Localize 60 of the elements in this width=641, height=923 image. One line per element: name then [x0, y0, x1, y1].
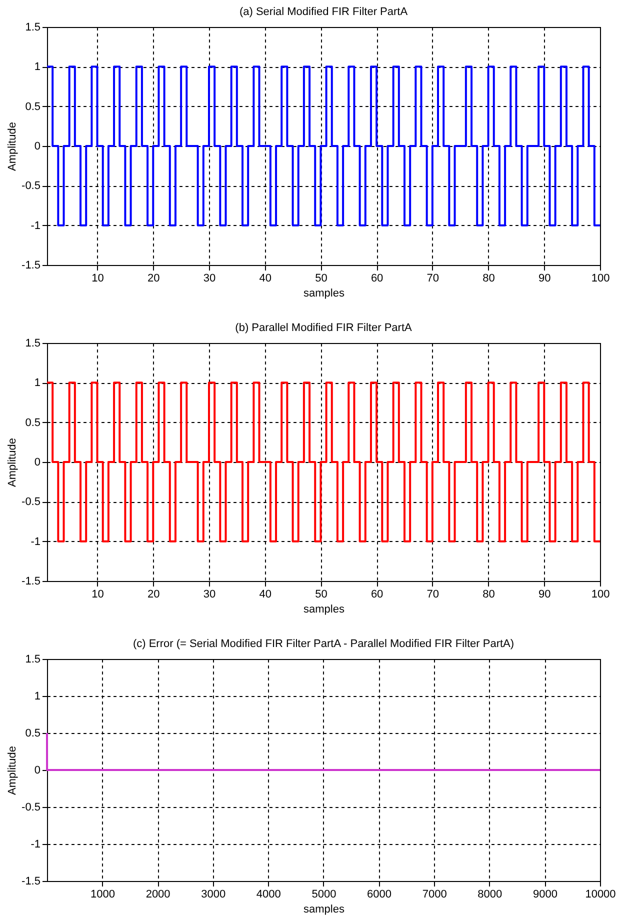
y-tick-label: 0	[34, 764, 40, 776]
y-axis-title: Amplitude	[6, 438, 19, 487]
chart-title: (a) Serial Modified FIR Filter PartA	[239, 6, 408, 18]
x-tick-label: 10	[92, 272, 104, 284]
x-tick-label: 7000	[422, 888, 447, 900]
y-tick-label: 0	[34, 140, 40, 152]
y-tick-label: 0	[34, 456, 40, 468]
y-tick-label: -1.5	[22, 260, 40, 272]
y-tick-label: 1.5	[25, 338, 40, 350]
x-tick-label: 60	[370, 588, 384, 600]
x-tick-label: 9000	[532, 888, 558, 900]
chart-title: (c) Error (= Serial Modified FIR Filter PartA - Parallel Modified FIR Filter PartA)	[132, 638, 514, 650]
x-tick-label: 90	[538, 272, 551, 284]
y-tick-label: -0.5	[22, 802, 40, 814]
x-tick-label: 20	[148, 588, 160, 600]
x-tick-label: 50	[315, 272, 328, 284]
y-tick-label: -0.5	[22, 180, 40, 192]
x-tick-label: 100	[591, 272, 610, 284]
y-tick-label: -0.5	[22, 496, 40, 508]
x-tick-label: 10000	[585, 888, 616, 900]
y-tick-label: 1	[34, 690, 40, 702]
x-tick-label: 20	[148, 272, 160, 284]
x-axis-title: samples	[304, 604, 345, 616]
x-axis-title: samples	[304, 288, 345, 300]
x-tick-label: 70	[426, 588, 440, 600]
y-tick-label: 1.5	[25, 22, 40, 34]
y-tick-label: 0.5	[25, 100, 40, 113]
chart-title: (b) Parallel Modified FIR Filter PartA	[235, 322, 412, 334]
y-tick-label: -1.5	[22, 876, 40, 888]
x-tick-label: 30	[203, 588, 216, 600]
x-tick-label: 40	[259, 588, 272, 600]
x-tick-label: 40	[259, 272, 272, 284]
x-tick-label: 80	[482, 588, 495, 600]
x-tick-label: 3000	[201, 888, 226, 900]
x-axis-title: samples	[304, 904, 345, 916]
y-tick-label: 1.5	[25, 654, 40, 666]
y-axis-title: Amplitude	[6, 122, 19, 171]
x-tick-label: 2000	[146, 888, 170, 900]
x-tick-label: 60	[370, 272, 384, 284]
y-tick-label: 1	[34, 61, 40, 74]
y-tick-label: 1	[34, 377, 40, 390]
y-tick-label: -1.5	[22, 576, 40, 588]
y-tick-label: -1	[30, 536, 40, 548]
x-tick-label: 100	[591, 588, 610, 600]
y-tick-label: -1	[30, 220, 40, 232]
x-tick-label: 30	[203, 272, 216, 284]
y-axis-title: Amplitude	[6, 746, 19, 795]
x-tick-label: 4000	[256, 888, 281, 900]
x-tick-label: 90	[538, 588, 551, 600]
x-tick-label: 1000	[90, 888, 115, 900]
x-tick-label: 10	[92, 588, 104, 600]
y-tick-label: -1	[30, 838, 40, 850]
x-tick-label: 70	[426, 272, 440, 284]
x-tick-label: 5000	[312, 888, 336, 900]
y-tick-label: 0.5	[25, 416, 40, 429]
y-tick-label: 0.5	[25, 728, 40, 740]
x-tick-label: 8000	[478, 888, 502, 900]
x-tick-label: 50	[315, 588, 328, 600]
x-tick-label: 6000	[367, 888, 392, 900]
x-tick-label: 80	[482, 272, 495, 284]
